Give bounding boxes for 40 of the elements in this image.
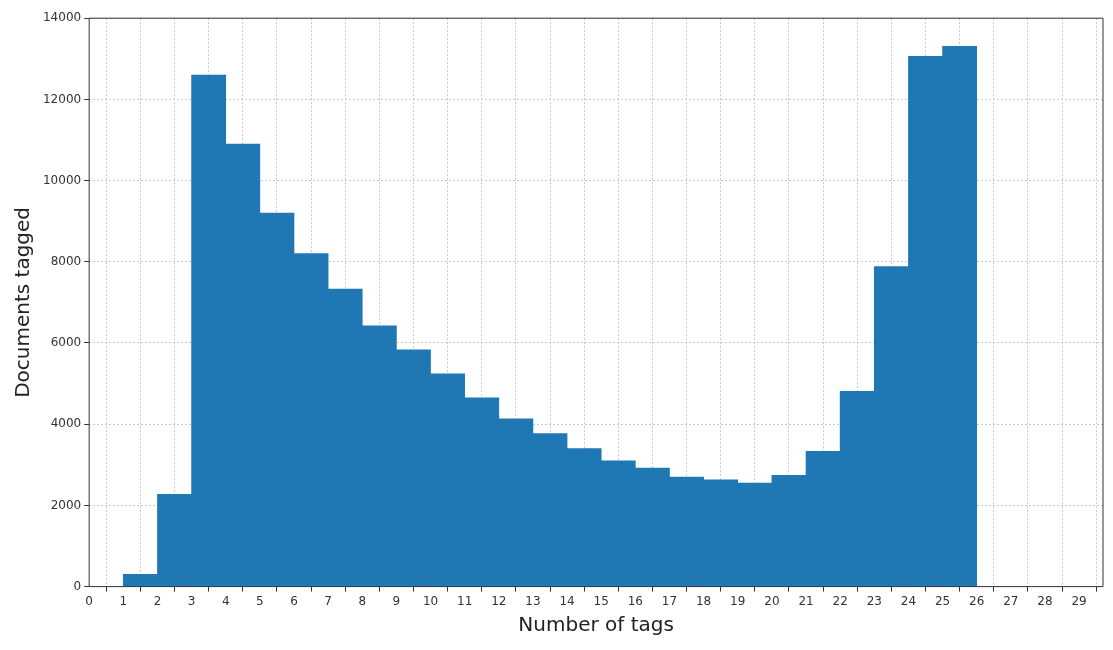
x-tick-label: 11 bbox=[457, 593, 473, 608]
y-axis-title: Documents tagged bbox=[10, 206, 35, 398]
x-tick-label: 10 bbox=[422, 593, 439, 608]
y-tick-label: 10000 bbox=[42, 172, 82, 187]
y-tick-label: 12000 bbox=[42, 91, 82, 106]
x-tick-label: 21 bbox=[798, 593, 814, 608]
x-tick-label: 1 bbox=[119, 593, 128, 608]
x-tick-label: 24 bbox=[900, 593, 917, 608]
x-tick-label: 2 bbox=[153, 593, 162, 608]
x-tick-label: 27 bbox=[1003, 593, 1019, 608]
x-tick-label: 12 bbox=[491, 593, 507, 608]
y-tick-label: 0 bbox=[73, 578, 82, 593]
x-tick-label: 3 bbox=[187, 593, 196, 608]
x-tick-label: 20 bbox=[764, 593, 780, 608]
x-tick-label: 29 bbox=[1071, 593, 1087, 608]
x-tick-label: 28 bbox=[1037, 593, 1053, 608]
y-tick-label: 4000 bbox=[50, 416, 82, 431]
x-tick-label: 17 bbox=[661, 593, 678, 608]
x-tick-label: 6 bbox=[290, 593, 298, 608]
x-tick-label: 26 bbox=[969, 593, 985, 608]
x-tick-label: 22 bbox=[832, 593, 848, 608]
x-tick-label: 15 bbox=[593, 593, 609, 608]
x-tick-label: 19 bbox=[730, 593, 746, 608]
x-tick-label: 18 bbox=[695, 593, 712, 608]
x-tick-label: 14 bbox=[559, 593, 575, 608]
x-tick-label: 13 bbox=[525, 593, 541, 608]
x-tick-label: 5 bbox=[256, 593, 264, 608]
x-tick-label: 23 bbox=[866, 593, 882, 608]
x-tick-label: 25 bbox=[934, 593, 951, 608]
y-tick-label: 6000 bbox=[50, 335, 82, 350]
x-tick-label: 0 bbox=[85, 593, 93, 608]
y-tick-label: 2000 bbox=[50, 497, 82, 512]
y-tick-label: 8000 bbox=[50, 253, 82, 268]
x-tick-label: 4 bbox=[221, 593, 230, 608]
x-tick-label: 16 bbox=[627, 593, 643, 608]
x-tick-label: 7 bbox=[324, 593, 332, 608]
x-tick-label: 8 bbox=[358, 593, 367, 608]
y-tick-label: 14000 bbox=[42, 10, 82, 25]
x-axis-title: Number of tags bbox=[518, 612, 674, 637]
x-tick-label: 9 bbox=[392, 593, 401, 608]
